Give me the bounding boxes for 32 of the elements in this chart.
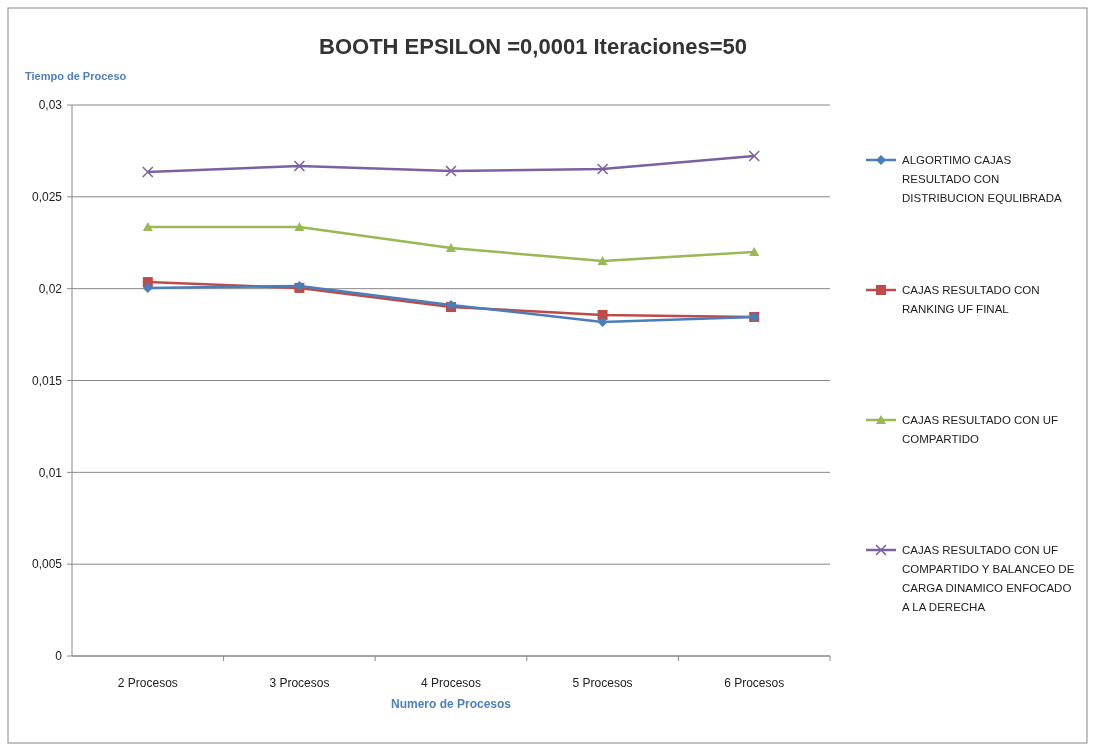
x-tick-label: 2 Procesos — [117, 676, 178, 690]
legend-label: CAJAS RESULTADO CON UF COMPARTIDO Y BALANCEO DE CARGA DINAMICO ENFOCADO A LA DERECHA — [902, 544, 1075, 614]
point — [597, 316, 608, 327]
point — [142, 221, 153, 231]
point — [597, 309, 608, 320]
point — [142, 166, 154, 178]
y-tick-label: 0,01 — [38, 465, 63, 480]
point — [749, 246, 760, 256]
y-tick-label: 0,015 — [31, 373, 63, 388]
y-axis-title: Tiempo de Proceso — [25, 70, 127, 82]
point — [293, 160, 306, 172]
legend-label: ALGORTIMO CAJAS RESULTADO CON DISTRIBUCION EQULIBRADA — [902, 154, 1063, 205]
point — [748, 150, 760, 162]
x-tick-label: 3 Procesos — [269, 676, 330, 690]
y-tick-label: 0 — [55, 649, 63, 664]
x-axis-title: Numero de Procesos — [390, 697, 512, 711]
chart-title: BOOTH EPSILON =0,0001 Iteraciones=50 — [319, 34, 747, 59]
point — [294, 221, 305, 231]
point — [446, 243, 456, 253]
point — [445, 165, 457, 177]
x-tick-label: 5 Procesos — [572, 676, 633, 690]
point — [597, 255, 608, 265]
point — [142, 282, 153, 293]
y-tick-label: 0,03 — [38, 98, 63, 113]
x-tick-label: 4 Procesos — [420, 676, 482, 690]
y-tick-label: 0,025 — [31, 190, 63, 205]
x-tick-label: 6 Procesos — [724, 676, 785, 690]
point — [596, 163, 609, 175]
legend-label: CAJAS RESULTADO CON UF COMPARTIDO — [902, 414, 1059, 446]
y-tick-label: 0,005 — [31, 557, 63, 572]
legend-label: CAJAS RESULTADO CON RANKING UF FINAL — [902, 284, 1040, 316]
y-tick-label: 0,02 — [38, 281, 63, 296]
